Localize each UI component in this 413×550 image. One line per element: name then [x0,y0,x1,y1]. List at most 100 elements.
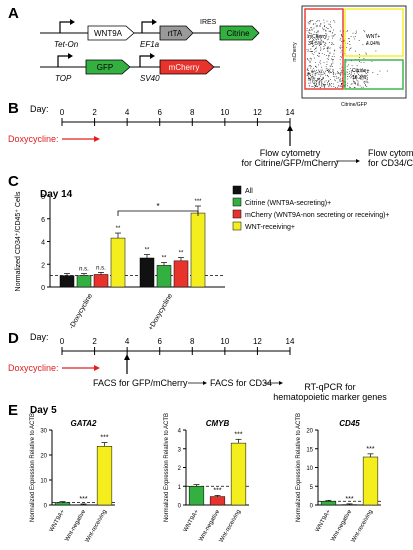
gene-rtta-label: rtTA [168,29,183,38]
significance-label: *** [213,487,221,494]
flow-event-dot [339,73,341,75]
flow-event-dot [328,69,330,71]
flow-event-dot [354,38,356,40]
flow-event-dot [323,28,325,30]
flow-event-dot [339,80,341,82]
flow-event-dot [350,47,352,49]
y-tick-label: 2 [178,466,182,472]
flow-event-dot [340,80,342,82]
flow-event-dot [317,30,319,32]
flow-event-dot [346,71,348,73]
flow-event-dot [350,76,352,78]
chart-cmyb: 0 1 2 3 4 CMYB Normalized Expression Relative … [164,413,249,544]
legend-swatch [232,197,242,207]
flow-event-dot [347,73,349,75]
flow-event-dot [313,71,315,73]
flow-event-dot [341,71,343,73]
flow-event-dot [366,44,368,45]
flow-event-dot [321,66,323,68]
flow-event-dot [313,57,315,59]
flow-event-dot [324,42,326,44]
significance-label: *** [366,446,374,453]
flow-event-dot [328,81,330,82]
flow-event-dot [347,78,349,80]
flow-event-dot [357,83,359,85]
flow-event-dot [349,73,351,75]
bar [230,442,247,506]
flow-event-dot [322,41,324,43]
flow-event-dot [349,48,351,49]
flow-event-dot [316,36,318,38]
arrowhead-icon [94,365,100,371]
y-tick-label: 0 [310,504,314,510]
legend-swatch [232,185,242,195]
doxycycline-label: Doxycycline: [8,134,59,144]
flow-event-dot [357,82,359,84]
flow-event-dot [323,46,325,47]
flow-event-dot [328,23,330,25]
flow-event-dot [310,20,312,21]
flow-event-dot [316,86,318,88]
panel-label-e: E [8,402,18,419]
promoter-tet-on: Tet-On [54,40,79,49]
y-tick-label: 10 [40,479,47,485]
flow-event-dot [359,77,361,78]
flow-event-dot [308,74,310,75]
flow-event-dot [308,75,310,77]
flow-event-dot [357,81,359,83]
bar [76,275,92,288]
flow-event-dot [332,35,334,37]
flow-event-dot [308,65,310,67]
flow-event-dot [350,74,351,76]
flow-event-dot [371,60,373,62]
flow-event-dot [319,61,321,63]
arrowhead-icon [279,381,283,385]
flow-event-dot [323,48,325,49]
flow-event-dot [350,77,352,79]
flow-event-dot [313,45,315,47]
flow-event-dot [312,29,314,31]
flow-event-dot [323,22,325,24]
category-label: Wnt-receiving [219,509,243,544]
flow-event-dot [320,72,322,74]
flow-event-dot [364,75,366,76]
flow-event-dot [308,84,310,86]
flow-event-dot [311,76,313,77]
flow-event-dot [331,65,333,67]
flow-event-dot [321,80,323,82]
flow-event-dot [314,61,316,63]
flow-event-dot [339,63,341,65]
bar [54,502,71,506]
flow-event-dot [329,52,330,54]
flow-event-dot [317,20,319,21]
flow-event-dot [322,83,324,85]
flow-event-dot [358,53,360,55]
flow-event-dot [323,85,325,87]
flow-event-dot [327,71,329,73]
flow-event-dot [330,25,331,27]
flow-event-dot [316,80,318,82]
flow-event-dot [357,84,359,86]
flow-event-dot [339,46,341,48]
day-tick-label: 12 [253,108,262,117]
flow-event-dot [328,42,330,43]
flow-event-dot [323,87,325,89]
flow-event-dot [312,39,314,40]
flow-event-dot [311,27,313,29]
group-label: -Doxycycline [68,292,94,330]
flow-event-dot [310,78,312,80]
significance-label: ** [162,256,167,262]
flow-event-dot [358,74,360,75]
flow-event-dot [318,52,320,54]
significance-label: *** [234,431,242,438]
flow-event-dot [328,36,330,38]
flow-event-dot [312,85,314,87]
flow-event-dot [334,21,336,23]
construct-tet-on: Tet-On WNT9A EF1a rtTA IRES Citrine [40,19,260,49]
flow-event-dot [317,73,319,75]
flow-event-dot [347,30,349,32]
flow-event-dot [353,75,355,77]
flow-event-dot [324,44,326,45]
flow-event-dot [333,44,335,46]
flow-event-dot [328,72,330,74]
